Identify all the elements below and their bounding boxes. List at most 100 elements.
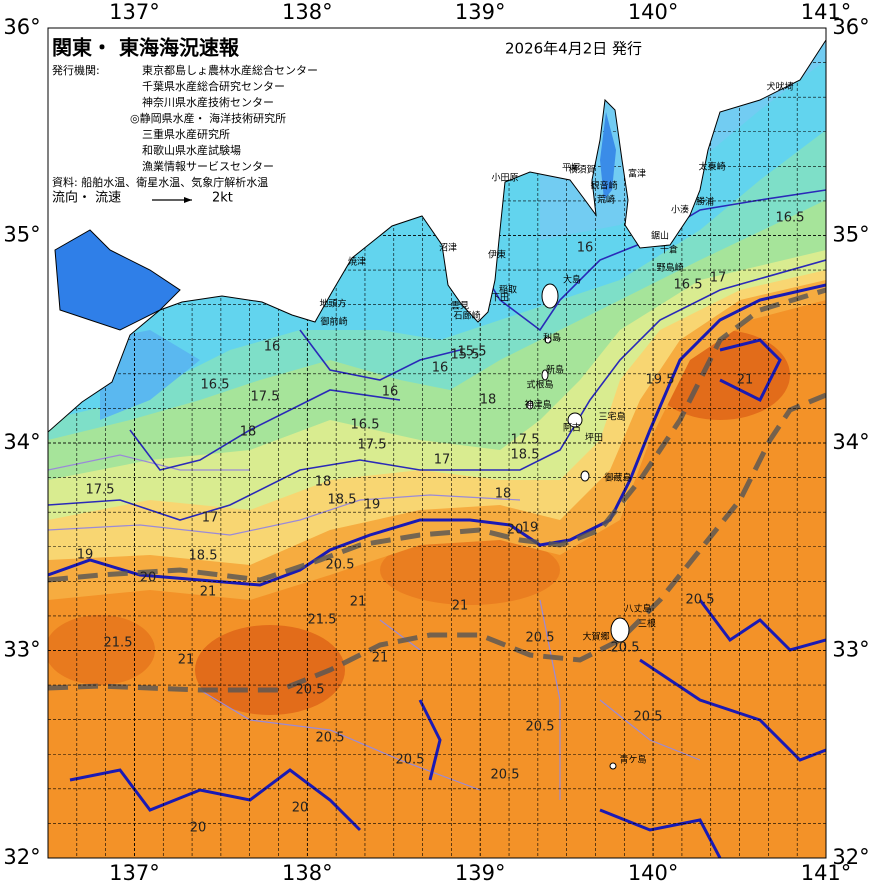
- place-name: 坪田: [585, 433, 603, 444]
- lat-tick-label: 35°: [832, 223, 869, 247]
- island: [541, 283, 559, 309]
- lon-tick-label: 141°: [801, 0, 852, 24]
- isotherm-label: 17.5: [251, 390, 280, 405]
- isotherm-label: 21: [372, 651, 389, 666]
- isotherm-label: 17.5: [511, 433, 540, 448]
- isotherm-label: 20.5: [611, 641, 640, 656]
- isotherm-20: [48, 283, 826, 587]
- isotherm-label: 20.5: [686, 593, 715, 608]
- issuer: 漁業情報サービスセンター: [142, 159, 274, 173]
- lon-tick-label: 138°: [282, 861, 333, 885]
- island: [526, 400, 534, 410]
- isotherm-label: 17.5: [86, 483, 115, 498]
- place-name: 太東崎: [698, 161, 725, 173]
- land: [48, 28, 826, 433]
- data-source: 資料: 船舶水温、衛星水温、気象庁解析水温: [52, 175, 268, 189]
- tokyo-bay: [600, 112, 616, 200]
- issuer: 千葉県水産総合研究センター: [142, 79, 285, 93]
- isotherm-label: 18: [315, 475, 332, 490]
- isotherm-label: 20: [507, 523, 524, 538]
- place-name: 稲取: [499, 284, 517, 296]
- isotherm-label: 21: [350, 595, 367, 610]
- issue-date: 2026年4月2日 発行: [505, 40, 642, 58]
- current-axis: [48, 287, 826, 583]
- lon-tick-label: 140°: [628, 0, 679, 24]
- isotherm-label: 20.5: [316, 731, 345, 746]
- isotherm-label: 21: [200, 585, 217, 600]
- warm-patch: [380, 535, 560, 605]
- isotherm-label: 20.5: [491, 768, 520, 783]
- isotherm-label: 20: [190, 821, 207, 836]
- issuer: 三重県水産研究所: [142, 127, 230, 141]
- island: [610, 617, 630, 643]
- isotherm-label: 20.5: [526, 631, 555, 646]
- lon-tick-label: 141°: [801, 861, 852, 885]
- issuer-label: 発行機関:: [52, 63, 100, 77]
- lat-tick-label: 34°: [832, 430, 869, 454]
- isotherm-label: 16.5: [201, 378, 230, 393]
- ise-bay: [54, 229, 181, 331]
- lat-tick-label: 32°: [832, 845, 869, 869]
- place-name: 雲見: [451, 301, 469, 312]
- isotherm-label: 19: [77, 548, 94, 563]
- place-name: 勝浦: [696, 196, 714, 208]
- place-name: 小田原: [491, 173, 518, 184]
- lat-tick-label: 35°: [3, 223, 40, 247]
- place-name: 犬吠埼: [766, 81, 793, 93]
- title: 関東・ 東海海況速報: [52, 36, 240, 60]
- issuer: 東京都島しょ農林水産総合センター: [142, 63, 318, 77]
- isotherm-label: 19: [522, 521, 539, 536]
- island: [544, 336, 552, 344]
- place-name: 利島: [543, 332, 561, 344]
- place-name: 鋸山: [651, 230, 669, 242]
- isotherm-label: 21.5: [104, 636, 133, 651]
- lat-tick-label: 36°: [832, 15, 869, 39]
- isotherm-label: 18: [495, 487, 512, 502]
- isotherm-label: 15.5: [458, 345, 487, 360]
- isotherm-label: 20.5: [634, 710, 663, 725]
- place-name: 石廊崎: [453, 310, 480, 322]
- isotherm-label: 21: [178, 653, 195, 668]
- isotherm-20: [69, 338, 826, 858]
- isotherm-label: 16: [264, 340, 281, 355]
- issuer: ◎静岡県水産・ 海洋技術研究所: [130, 111, 286, 125]
- place-name: 大賀郷: [582, 631, 609, 643]
- isotherm-label: 17: [434, 453, 451, 468]
- issuer: 神奈川県水産技術センター: [142, 95, 274, 109]
- isotherm-label: 18: [480, 393, 497, 408]
- place-name: 新島: [546, 364, 564, 376]
- lon-tick-label: 137°: [109, 0, 160, 24]
- place-name: 下田: [491, 293, 509, 304]
- isotherm-label: 17.5: [358, 438, 387, 453]
- isotherm-label: 20.5: [296, 683, 325, 698]
- isotherm-label: 20.5: [526, 720, 555, 735]
- isotherm-label: 18: [240, 425, 257, 440]
- place-name: 小湊: [671, 204, 689, 216]
- graticule: [48, 27, 827, 859]
- place-name: 三宅島: [598, 411, 625, 423]
- lon-tick-label: 137°: [109, 861, 160, 885]
- place-name: 焼津: [348, 257, 366, 268]
- place-name: 式根島: [526, 379, 553, 391]
- isotherm-thin: [48, 454, 701, 800]
- isotherm-label: 19: [364, 498, 381, 513]
- isotherm-label: 19.5: [646, 373, 675, 388]
- issuer: 和歌山県水産試験場: [142, 143, 241, 157]
- place-name: 観音崎: [590, 180, 617, 192]
- current-axis: [48, 392, 826, 693]
- place-name: 御前崎: [320, 316, 347, 328]
- place-name: 大島: [563, 274, 581, 286]
- isotherm-label: 16.5: [776, 211, 805, 226]
- place-name: 平塚: [562, 163, 580, 174]
- isotherm-label: 21: [737, 373, 754, 388]
- island: [541, 369, 549, 381]
- lon-tick-label: 140°: [628, 861, 679, 885]
- island: [609, 762, 617, 770]
- flow-scale: 2kt: [212, 191, 233, 206]
- land-layer: [48, 28, 826, 770]
- isotherm-label: 20.5: [396, 753, 425, 768]
- isotherm-label: 18.5: [189, 549, 218, 564]
- flow-label: 流向・ 流速: [52, 190, 121, 206]
- place-name: 三根: [638, 618, 656, 630]
